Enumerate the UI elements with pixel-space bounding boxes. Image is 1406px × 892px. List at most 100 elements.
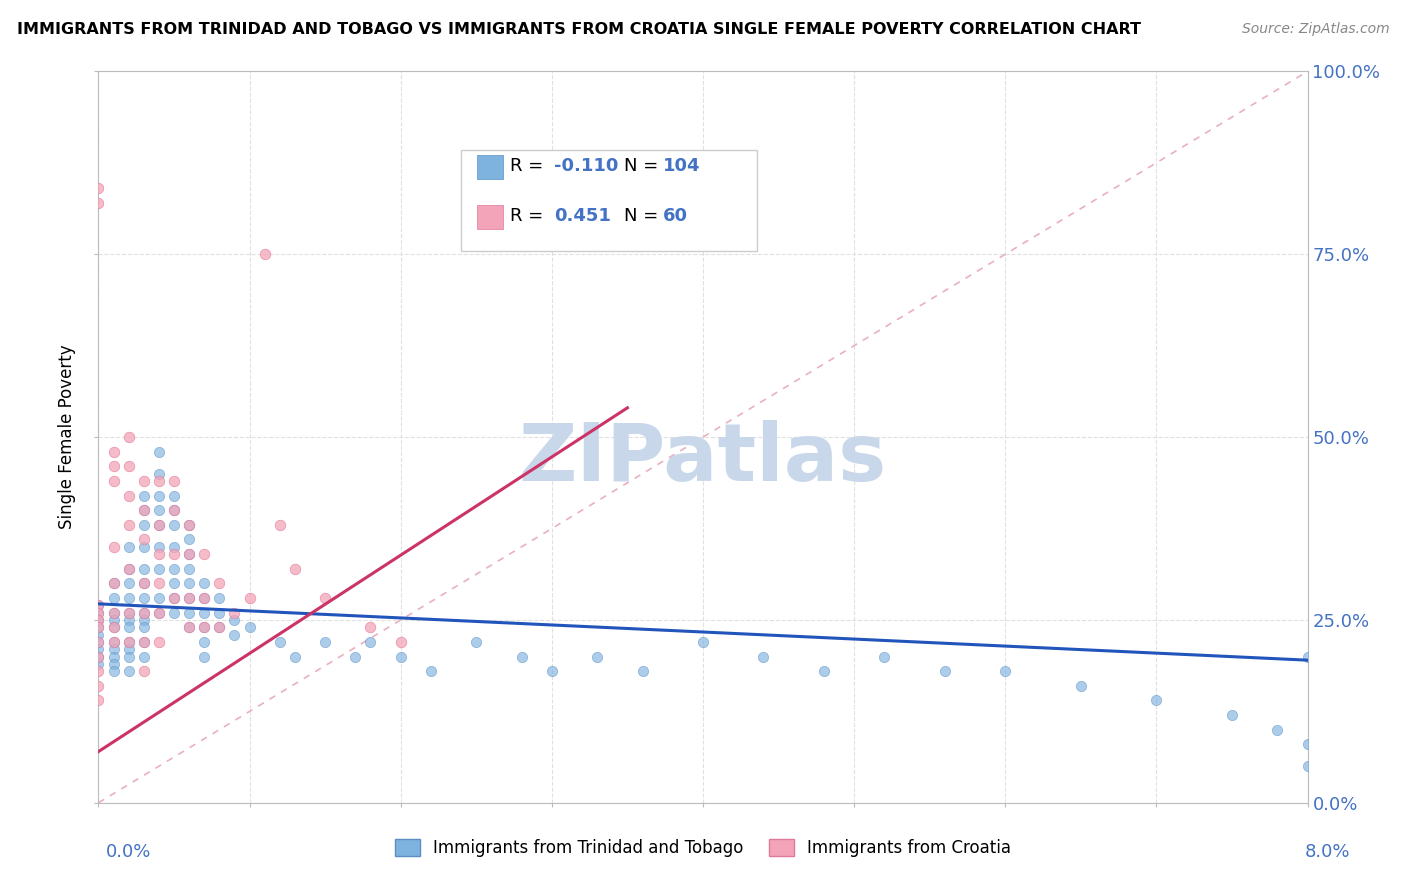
- Point: [179, 591, 201, 605]
- Point: [163, 576, 186, 591]
- Point: [132, 649, 155, 664]
- Point: [103, 642, 125, 657]
- Point: [179, 620, 201, 634]
- Point: [813, 664, 835, 678]
- Text: Source: ZipAtlas.com: Source: ZipAtlas.com: [1241, 22, 1389, 37]
- Point: [118, 562, 141, 576]
- Point: [103, 606, 125, 620]
- Point: [118, 430, 141, 444]
- Point: [994, 664, 1017, 678]
- Bar: [477, 155, 503, 179]
- Point: [103, 606, 125, 620]
- Point: [1220, 708, 1243, 723]
- Point: [314, 635, 336, 649]
- Text: IMMIGRANTS FROM TRINIDAD AND TOBAGO VS IMMIGRANTS FROM CROATIA SINGLE FEMALE POV: IMMIGRANTS FROM TRINIDAD AND TOBAGO VS I…: [17, 22, 1140, 37]
- Point: [692, 635, 714, 649]
- Point: [132, 635, 155, 649]
- Point: [284, 562, 307, 576]
- Point: [163, 503, 186, 517]
- Point: [1146, 693, 1168, 707]
- Point: [103, 576, 125, 591]
- Point: [118, 649, 141, 664]
- Point: [132, 562, 155, 576]
- Point: [148, 517, 170, 532]
- Point: [103, 620, 125, 634]
- Point: [103, 664, 125, 678]
- Point: [118, 635, 141, 649]
- Point: [87, 620, 110, 634]
- Point: [163, 503, 186, 517]
- Text: R =: R =: [509, 158, 548, 176]
- Legend: Immigrants from Trinidad and Tobago, Immigrants from Croatia: Immigrants from Trinidad and Tobago, Imm…: [388, 832, 1018, 864]
- Point: [224, 606, 246, 620]
- Point: [132, 576, 155, 591]
- Point: [193, 591, 215, 605]
- Point: [148, 489, 170, 503]
- Point: [389, 635, 412, 649]
- Point: [148, 540, 170, 554]
- Point: [540, 664, 562, 678]
- Point: [148, 591, 170, 605]
- Point: [148, 606, 170, 620]
- Point: [208, 620, 231, 634]
- Point: [360, 635, 382, 649]
- Point: [148, 635, 170, 649]
- Point: [465, 635, 488, 649]
- Point: [179, 517, 201, 532]
- Point: [103, 620, 125, 634]
- Text: N =: N =: [624, 158, 665, 176]
- Point: [163, 540, 186, 554]
- Point: [132, 664, 155, 678]
- Point: [1296, 649, 1319, 664]
- Point: [389, 649, 412, 664]
- Point: [148, 444, 170, 458]
- Point: [586, 649, 609, 664]
- Point: [934, 664, 956, 678]
- Point: [163, 547, 186, 561]
- Point: [752, 649, 775, 664]
- Point: [87, 599, 110, 613]
- Point: [253, 247, 276, 261]
- Point: [87, 635, 110, 649]
- Point: [179, 606, 201, 620]
- Text: ZIPatlas: ZIPatlas: [519, 420, 887, 498]
- Point: [132, 517, 155, 532]
- Point: [118, 576, 141, 591]
- Point: [132, 606, 155, 620]
- Point: [148, 467, 170, 481]
- Point: [87, 620, 110, 634]
- Point: [239, 620, 262, 634]
- Point: [132, 474, 155, 488]
- Point: [193, 620, 215, 634]
- Point: [132, 533, 155, 547]
- Point: [1296, 737, 1319, 751]
- Point: [344, 649, 367, 664]
- Point: [118, 620, 141, 634]
- Point: [132, 591, 155, 605]
- Point: [103, 635, 125, 649]
- Point: [179, 620, 201, 634]
- Point: [87, 196, 110, 211]
- FancyBboxPatch shape: [461, 150, 758, 251]
- Text: -0.110: -0.110: [554, 158, 619, 176]
- Point: [360, 620, 382, 634]
- Point: [103, 613, 125, 627]
- Point: [87, 649, 110, 664]
- Point: [148, 517, 170, 532]
- Point: [193, 547, 215, 561]
- Point: [208, 620, 231, 634]
- Point: [631, 664, 654, 678]
- Point: [87, 649, 110, 664]
- Point: [208, 606, 231, 620]
- Point: [132, 489, 155, 503]
- Point: [87, 642, 110, 657]
- Text: R =: R =: [509, 207, 548, 225]
- Point: [87, 613, 110, 627]
- Text: 0.0%: 0.0%: [105, 843, 150, 861]
- Point: [118, 606, 141, 620]
- Point: [284, 649, 307, 664]
- Point: [132, 576, 155, 591]
- Point: [1296, 759, 1319, 773]
- Point: [193, 606, 215, 620]
- Point: [87, 664, 110, 678]
